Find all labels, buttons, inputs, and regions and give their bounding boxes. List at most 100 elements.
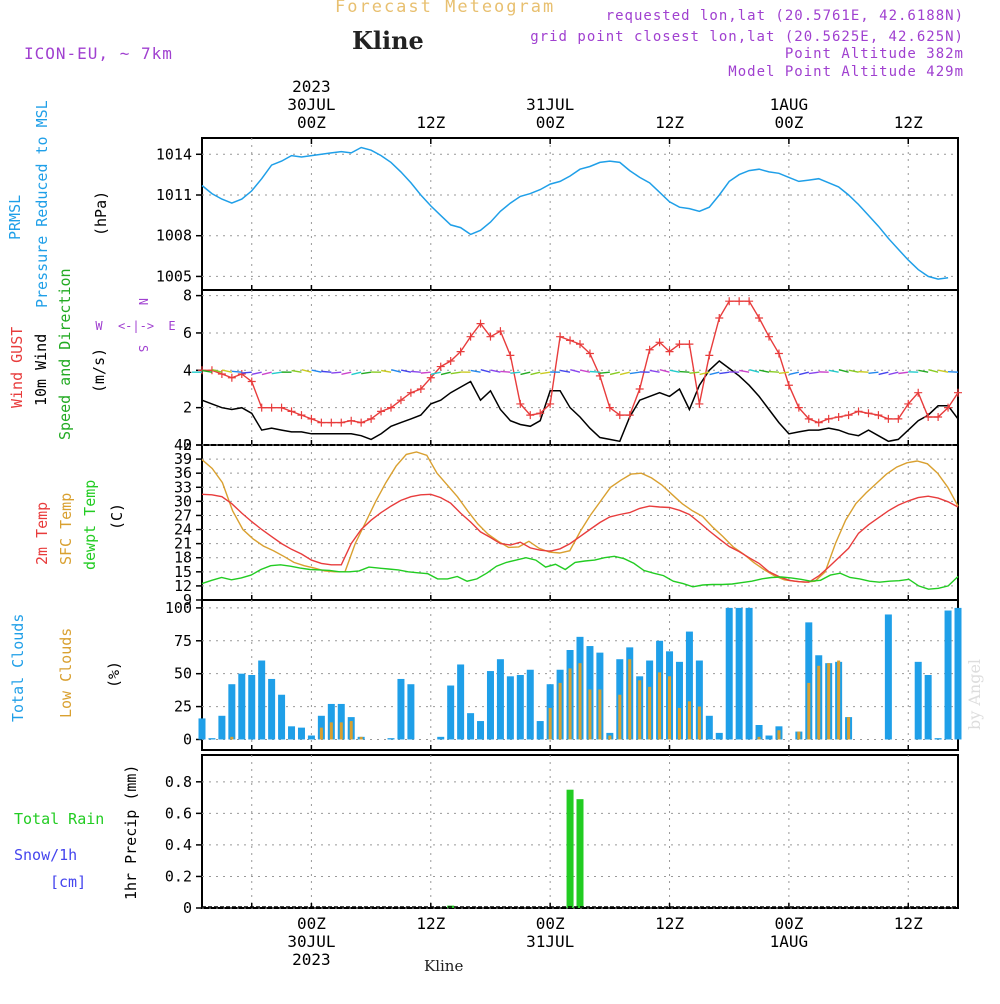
low-cloud-bar: [827, 663, 830, 739]
low-cloud-bar: [648, 687, 651, 740]
low-cloud-bar: [608, 736, 611, 740]
wind-direction-arrow: [361, 372, 371, 374]
wind-gust-line: [202, 301, 958, 422]
closest-coords: grid point closest lon,lat (20.5625E, 42…: [530, 29, 964, 45]
gust-marker: [855, 407, 863, 415]
ytick-label: 0.8: [165, 773, 192, 791]
ytick-label: 6: [183, 324, 192, 342]
wind-direction-arrow: [749, 370, 759, 372]
wind-direction-arrow: [858, 372, 868, 373]
wind-direction-arrow: [421, 372, 431, 373]
low-cloud-bar: [330, 722, 333, 739]
wind-direction-arrow: [868, 372, 878, 373]
top-year-label: 2023: [292, 77, 331, 96]
low-cloud-bar: [350, 721, 353, 739]
wind-direction-arrow: [809, 372, 819, 373]
gust-marker: [954, 389, 962, 397]
temp-side-label-2: SFC Temp: [57, 493, 75, 565]
wind-direction-arrow: [232, 371, 242, 372]
gust-marker: [785, 381, 793, 389]
bottom-date-label: 30JUL: [287, 932, 335, 951]
gust-marker: [496, 327, 504, 335]
clouds-side-label-1: Total Clouds: [9, 614, 27, 722]
temp-side-label-1: 2m Temp: [33, 502, 51, 565]
low-cloud-bar: [569, 668, 572, 739]
total-cloud-bar: [477, 721, 484, 739]
wind-direction-arrow: [351, 372, 361, 374]
bottom-time-label: 12Z: [655, 914, 684, 933]
total-cloud-bar: [467, 713, 474, 739]
wind-direction-arrow: [381, 371, 391, 373]
total-cloud-bar: [955, 608, 962, 740]
gust-marker: [735, 297, 743, 305]
top-title: Forecast Meteogram: [335, 0, 555, 17]
pressure-side-label-2: Pressure Reduced to MSL: [33, 100, 51, 308]
wind-side-label-1: Wind GUST: [8, 327, 26, 408]
wind-direction-arrow: [272, 372, 282, 374]
top-time-label: 12Z: [416, 113, 445, 132]
total-cloud-bar: [487, 671, 494, 739]
wind-direction-arrow: [710, 372, 720, 374]
wind-side-label-3: Speed and Direction: [56, 268, 74, 440]
low-cloud-bar: [807, 683, 810, 740]
ytick-label: 1005: [156, 267, 192, 285]
total-cloud-bar: [945, 611, 952, 740]
gust-marker: [864, 409, 872, 417]
wind-direction-arrow: [560, 370, 570, 372]
wind-direction-arrow: [679, 372, 689, 373]
wind-direction-arrow: [719, 372, 729, 373]
low-cloud-bar: [678, 708, 681, 740]
panel-frame-wind: [202, 290, 958, 445]
total-cloud-bar: [199, 718, 206, 739]
ytick-label: 100: [165, 599, 192, 617]
bottom-time-label: 12Z: [416, 914, 445, 933]
wind-direction-arrow: [630, 372, 640, 373]
wind-direction-arrow: [451, 372, 461, 374]
wind-direction-arrow: [769, 372, 779, 373]
low-cloud-bar: [698, 707, 701, 740]
wind-direction-arrow: [510, 372, 520, 373]
low-cloud-bar: [847, 717, 850, 739]
top-date-label: 1AUG: [770, 95, 809, 114]
gust-marker: [825, 415, 833, 423]
watermark: by Angel: [965, 659, 984, 730]
gust-marker: [556, 333, 564, 341]
ytick-label: 0: [183, 730, 192, 748]
wind-speed-line: [202, 361, 958, 441]
gust-marker: [566, 336, 574, 344]
low-cloud-bar: [618, 695, 621, 740]
top-time-label: 00Z: [297, 113, 326, 132]
pressure-line: [202, 148, 948, 280]
wind-direction-arrow: [471, 370, 481, 372]
top-date-label: 31JUL: [526, 95, 574, 114]
ytick-label: 2: [183, 399, 192, 417]
gust-marker: [278, 404, 286, 412]
gust-marker: [815, 419, 823, 427]
wind-direction-arrow: [321, 371, 331, 372]
total-cloud-bar: [437, 737, 444, 740]
compass-mid: <-|->: [118, 319, 154, 333]
wind-direction-arrow: [789, 372, 799, 374]
wind-direction-arrow: [491, 370, 501, 372]
total-cloud-bar: [716, 733, 723, 740]
bottom-time-label: 00Z: [297, 914, 326, 933]
gust-marker: [317, 419, 325, 427]
wind-direction-arrow: [600, 372, 610, 373]
gust-marker: [636, 385, 644, 393]
point-altitude: Point Altitude 382m: [785, 46, 964, 62]
gust-marker: [884, 415, 892, 423]
total-cloud-bar: [288, 726, 295, 739]
ytick-label: 75: [174, 632, 192, 650]
total-cloud-bar: [935, 738, 942, 739]
gust-marker: [894, 415, 902, 423]
total-cloud-bar: [228, 684, 235, 739]
total-cloud-bar: [885, 614, 892, 739]
gust-marker: [357, 419, 365, 427]
precip-side-label-1: Total Rain: [14, 810, 104, 828]
low-cloud-bar: [549, 708, 552, 740]
total-cloud-bar: [258, 661, 265, 740]
low-cloud-bar: [588, 689, 591, 739]
low-cloud-bar: [598, 689, 601, 739]
total-cloud-bar: [248, 675, 255, 739]
model-label: ICON-EU, ~ 7km: [24, 44, 173, 63]
